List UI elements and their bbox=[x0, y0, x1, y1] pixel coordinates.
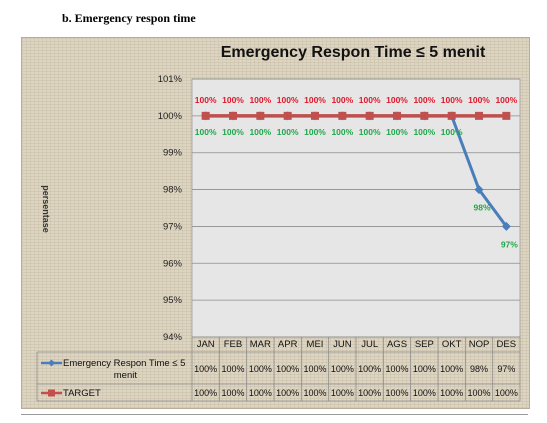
data-label-series-2: 100% bbox=[386, 95, 408, 105]
data-label-series-2: 100% bbox=[304, 95, 326, 105]
data-label-series-2: 100% bbox=[222, 95, 244, 105]
table-cell-series-2: 100% bbox=[495, 388, 518, 398]
data-point-series-2 bbox=[229, 111, 237, 120]
y-tick-label: 101% bbox=[158, 74, 183, 85]
data-label-series-1: 100% bbox=[249, 127, 271, 137]
legend-label-series-1-cont: menit bbox=[114, 370, 138, 381]
data-label-series-1: 97% bbox=[501, 239, 518, 249]
data-label-series-1: 100% bbox=[195, 127, 217, 137]
data-label-series-2: 100% bbox=[195, 95, 217, 105]
data-label-series-2: 100% bbox=[468, 95, 490, 105]
data-label-series-1: 100% bbox=[222, 127, 244, 137]
table-cell-series-2: 100% bbox=[413, 388, 436, 398]
data-label-series-1: 100% bbox=[413, 127, 435, 137]
data-point-series-2 bbox=[338, 111, 347, 120]
y-tick-label: 96% bbox=[163, 258, 183, 269]
section-heading: b. Emergency respon time bbox=[62, 11, 196, 25]
data-label-series-2: 100% bbox=[495, 95, 517, 105]
y-tick-label: 95% bbox=[163, 295, 183, 306]
x-tick-label: JUN bbox=[333, 339, 352, 350]
data-point-series-2 bbox=[502, 111, 511, 120]
table-cell-series-1: 100% bbox=[331, 364, 354, 374]
table-cell-series-2: 100% bbox=[194, 388, 217, 398]
table-cell-series-2: 100% bbox=[440, 388, 463, 398]
y-tick-label: 94% bbox=[163, 332, 183, 343]
x-tick-label: APR bbox=[278, 339, 298, 350]
data-point-series-2 bbox=[393, 111, 401, 120]
table-cell-series-1: 100% bbox=[276, 364, 299, 374]
table-cell-series-2: 100% bbox=[303, 388, 326, 398]
x-tick-label: OKT bbox=[442, 339, 462, 350]
data-label-series-1: 100% bbox=[441, 127, 463, 137]
data-label-series-1: 100% bbox=[386, 127, 408, 137]
data-point-series-2 bbox=[311, 111, 319, 120]
table-cell-series-1: 100% bbox=[358, 364, 381, 374]
x-tick-label: MEI bbox=[307, 339, 324, 350]
data-point-series-2 bbox=[201, 111, 210, 120]
data-label-series-1: 100% bbox=[331, 127, 353, 137]
legend-label-series-2: TARGET bbox=[63, 388, 101, 399]
table-cell-series-1: 100% bbox=[221, 364, 244, 374]
x-tick-label: JUL bbox=[361, 339, 378, 350]
table-cell-series-1: 100% bbox=[303, 364, 326, 374]
table-cell-series-2: 100% bbox=[385, 388, 408, 398]
data-point-series-2 bbox=[447, 111, 456, 120]
chart-title: Emergency Respon Time ≤ 5 menit bbox=[221, 44, 486, 61]
data-point-series-1 bbox=[474, 185, 484, 195]
table-cell-series-1: 97% bbox=[497, 364, 515, 374]
table-cell-series-2: 100% bbox=[221, 388, 244, 398]
data-point-series-2 bbox=[256, 111, 265, 120]
table-cell-series-1: 100% bbox=[440, 364, 463, 374]
table-cell-series-2: 100% bbox=[331, 388, 354, 398]
data-point-series-2 bbox=[475, 111, 483, 120]
data-label-series-1: 100% bbox=[277, 127, 299, 137]
table-cell-series-2: 100% bbox=[276, 388, 299, 398]
data-point-series-2 bbox=[283, 111, 292, 120]
table-cell-series-1: 98% bbox=[470, 364, 488, 374]
table-cell-series-1: 100% bbox=[413, 364, 436, 374]
legend-marker-series-2 bbox=[48, 389, 55, 397]
y-tick-label: 100% bbox=[158, 111, 183, 122]
plot-area bbox=[191, 78, 521, 338]
x-tick-label: AGS bbox=[387, 339, 407, 350]
table-cell-series-2: 100% bbox=[249, 388, 272, 398]
data-label-series-2: 100% bbox=[413, 95, 435, 105]
data-label-series-2: 100% bbox=[331, 95, 353, 105]
data-label-series-2: 100% bbox=[441, 95, 463, 105]
x-tick-label: MAR bbox=[250, 339, 271, 350]
y-tick-label: 98% bbox=[163, 185, 183, 196]
table-cell-series-1: 100% bbox=[194, 364, 217, 374]
y-tick-label: 99% bbox=[163, 148, 183, 159]
data-point-series-2 bbox=[420, 111, 429, 120]
x-tick-label: NOP bbox=[469, 339, 490, 350]
data-label-series-1: 98% bbox=[473, 203, 490, 213]
data-label-series-1: 100% bbox=[304, 127, 326, 137]
page-divider bbox=[21, 414, 528, 415]
x-tick-label: JAN bbox=[197, 339, 215, 350]
data-label-series-1: 100% bbox=[359, 127, 381, 137]
data-point-series-2 bbox=[365, 111, 374, 120]
data-label-series-2: 100% bbox=[277, 95, 299, 105]
table-cell-series-1: 100% bbox=[385, 364, 408, 374]
x-tick-label: FEB bbox=[224, 339, 242, 350]
table-cell-series-2: 100% bbox=[358, 388, 381, 398]
data-point-series-1 bbox=[501, 221, 511, 231]
x-tick-label: DES bbox=[497, 339, 517, 350]
table-cell-series-2: 100% bbox=[467, 388, 490, 398]
data-label-series-2: 100% bbox=[249, 95, 271, 105]
legend-label-series-1: Emergency Respon Time ≤ 5 bbox=[63, 358, 185, 369]
table-cell-series-1: 100% bbox=[249, 364, 272, 374]
data-label-series-2: 100% bbox=[359, 95, 381, 105]
x-tick-label: SEP bbox=[415, 339, 434, 350]
y-tick-label: 97% bbox=[163, 221, 183, 232]
legend-marker-series-1 bbox=[48, 359, 55, 367]
y-axis-label: persentase bbox=[41, 185, 51, 233]
